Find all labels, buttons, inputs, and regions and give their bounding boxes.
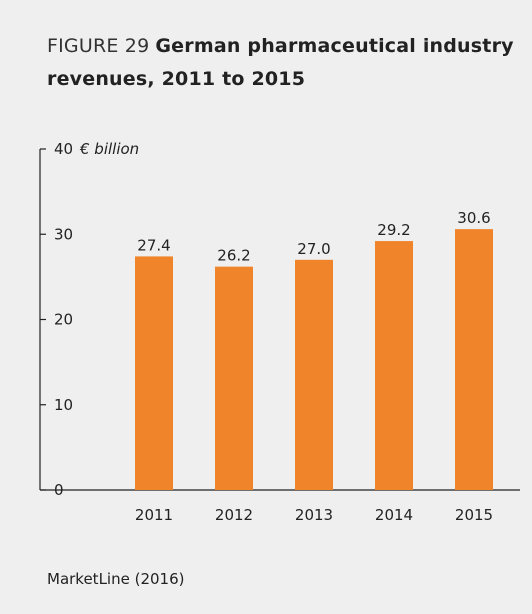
x-tick-label: 2011	[135, 506, 173, 524]
figure-label: FIGURE 29	[47, 35, 150, 57]
y-tick-label: 20	[54, 311, 73, 329]
bar-value-label: 27.0	[297, 240, 330, 258]
x-tick-label: 2014	[375, 506, 413, 524]
y-tick-label: 40	[54, 140, 73, 158]
source-note: MarketLine (2016)	[47, 570, 185, 588]
y-axis-unit-label: € billion	[79, 140, 139, 158]
bar-2012	[215, 266, 253, 490]
y-tick-label: 0	[54, 481, 64, 499]
bar-value-label: 27.4	[137, 236, 170, 254]
y-tick-label: 30	[54, 225, 73, 243]
bar-value-label: 30.6	[457, 209, 490, 227]
figure-title: German pharmaceutical industry revenues,…	[47, 35, 514, 90]
bar-2013	[295, 259, 333, 490]
y-tick-label: 10	[54, 396, 73, 414]
bar-2014	[375, 241, 413, 490]
x-tick-label: 2015	[455, 506, 493, 524]
x-tick-label: 2013	[295, 506, 333, 524]
bar-value-label: 26.2	[217, 247, 250, 265]
bar-value-label: 29.2	[377, 221, 410, 239]
x-tick-label: 2012	[215, 506, 253, 524]
bar-2011	[135, 256, 173, 490]
figure-title-block: FIGURE 29 German pharmaceutical industry …	[47, 30, 517, 96]
bar-2015	[455, 229, 493, 490]
